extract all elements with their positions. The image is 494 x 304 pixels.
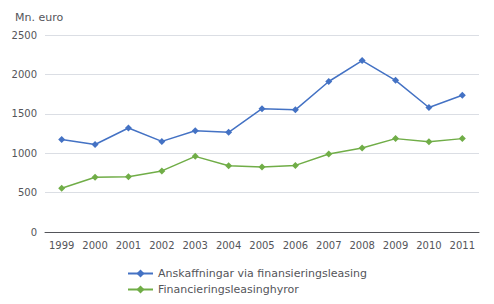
svg-text:2008: 2008 — [349, 240, 374, 251]
svg-text:2003: 2003 — [183, 240, 208, 251]
svg-text:Mn. euro: Mn. euro — [15, 11, 63, 24]
svg-text:2010: 2010 — [416, 240, 441, 251]
svg-text:1999: 1999 — [49, 240, 74, 251]
svg-text:Financieringsleasinghyror: Financieringsleasinghyror — [158, 283, 299, 296]
svg-text:1500: 1500 — [12, 108, 37, 119]
svg-text:2009: 2009 — [383, 240, 408, 251]
svg-text:2000: 2000 — [12, 69, 37, 80]
svg-text:2006: 2006 — [283, 240, 308, 251]
svg-text:1000: 1000 — [12, 148, 37, 159]
svg-text:2005: 2005 — [249, 240, 274, 251]
svg-text:2011: 2011 — [450, 240, 475, 251]
svg-text:Anskaffningar via finansiering: Anskaffningar via finansieringsleasing — [158, 267, 367, 280]
svg-text:2000: 2000 — [82, 240, 107, 251]
svg-text:2002: 2002 — [149, 240, 174, 251]
svg-text:2500: 2500 — [12, 30, 37, 41]
svg-text:2004: 2004 — [216, 240, 241, 251]
svg-text:500: 500 — [18, 187, 37, 198]
svg-text:2001: 2001 — [116, 240, 141, 251]
svg-text:0: 0 — [31, 227, 37, 238]
svg-text:2007: 2007 — [316, 240, 341, 251]
